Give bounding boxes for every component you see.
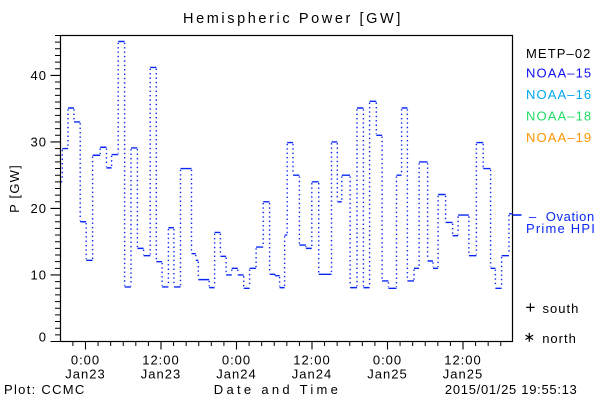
- svg-text:10: 10: [31, 267, 47, 282]
- svg-text:0:00: 0:00: [222, 353, 251, 368]
- svg-text:40: 40: [31, 68, 47, 83]
- svg-text:12:00: 12:00: [142, 353, 180, 368]
- svg-text:NOAA–18: NOAA–18: [526, 109, 592, 124]
- svg-text:Hemispheric Power [GW]: Hemispheric Power [GW]: [183, 11, 403, 27]
- svg-text:Jan25: Jan25: [367, 367, 407, 382]
- svg-text:NOAA–19: NOAA–19: [526, 130, 592, 145]
- svg-text:0:00: 0:00: [373, 353, 402, 368]
- svg-text:Jan23: Jan23: [65, 367, 105, 382]
- svg-text:P [GW]: P [GW]: [7, 164, 22, 213]
- svg-text:12:00: 12:00: [293, 353, 331, 368]
- svg-text:Ovation: Ovation: [546, 209, 595, 224]
- svg-text:NOAA–16: NOAA–16: [526, 87, 592, 102]
- svg-text:12:00: 12:00: [444, 353, 482, 368]
- svg-text:0:00: 0:00: [71, 353, 100, 368]
- svg-text:Jan24: Jan24: [216, 367, 256, 382]
- svg-text:Plot: CCMC: Plot: CCMC: [4, 382, 86, 397]
- svg-text:Jan25: Jan25: [443, 367, 483, 382]
- svg-text:Date and Time: Date and Time: [214, 382, 341, 397]
- svg-text:Jan24: Jan24: [292, 367, 332, 382]
- svg-text:NOAA–15: NOAA–15: [526, 66, 592, 81]
- svg-text:north: north: [542, 331, 577, 346]
- svg-text:0: 0: [39, 330, 47, 345]
- svg-text:20: 20: [31, 201, 47, 216]
- svg-text:30: 30: [31, 134, 47, 149]
- svg-text:2015/01/25 19:55:13: 2015/01/25 19:55:13: [445, 382, 578, 397]
- svg-text:METP–02: METP–02: [526, 46, 592, 61]
- svg-text:–: –: [529, 209, 537, 224]
- svg-text:Jan23: Jan23: [141, 367, 181, 382]
- svg-text:south: south: [543, 301, 580, 316]
- svg-text:Prime HPI: Prime HPI: [526, 221, 596, 236]
